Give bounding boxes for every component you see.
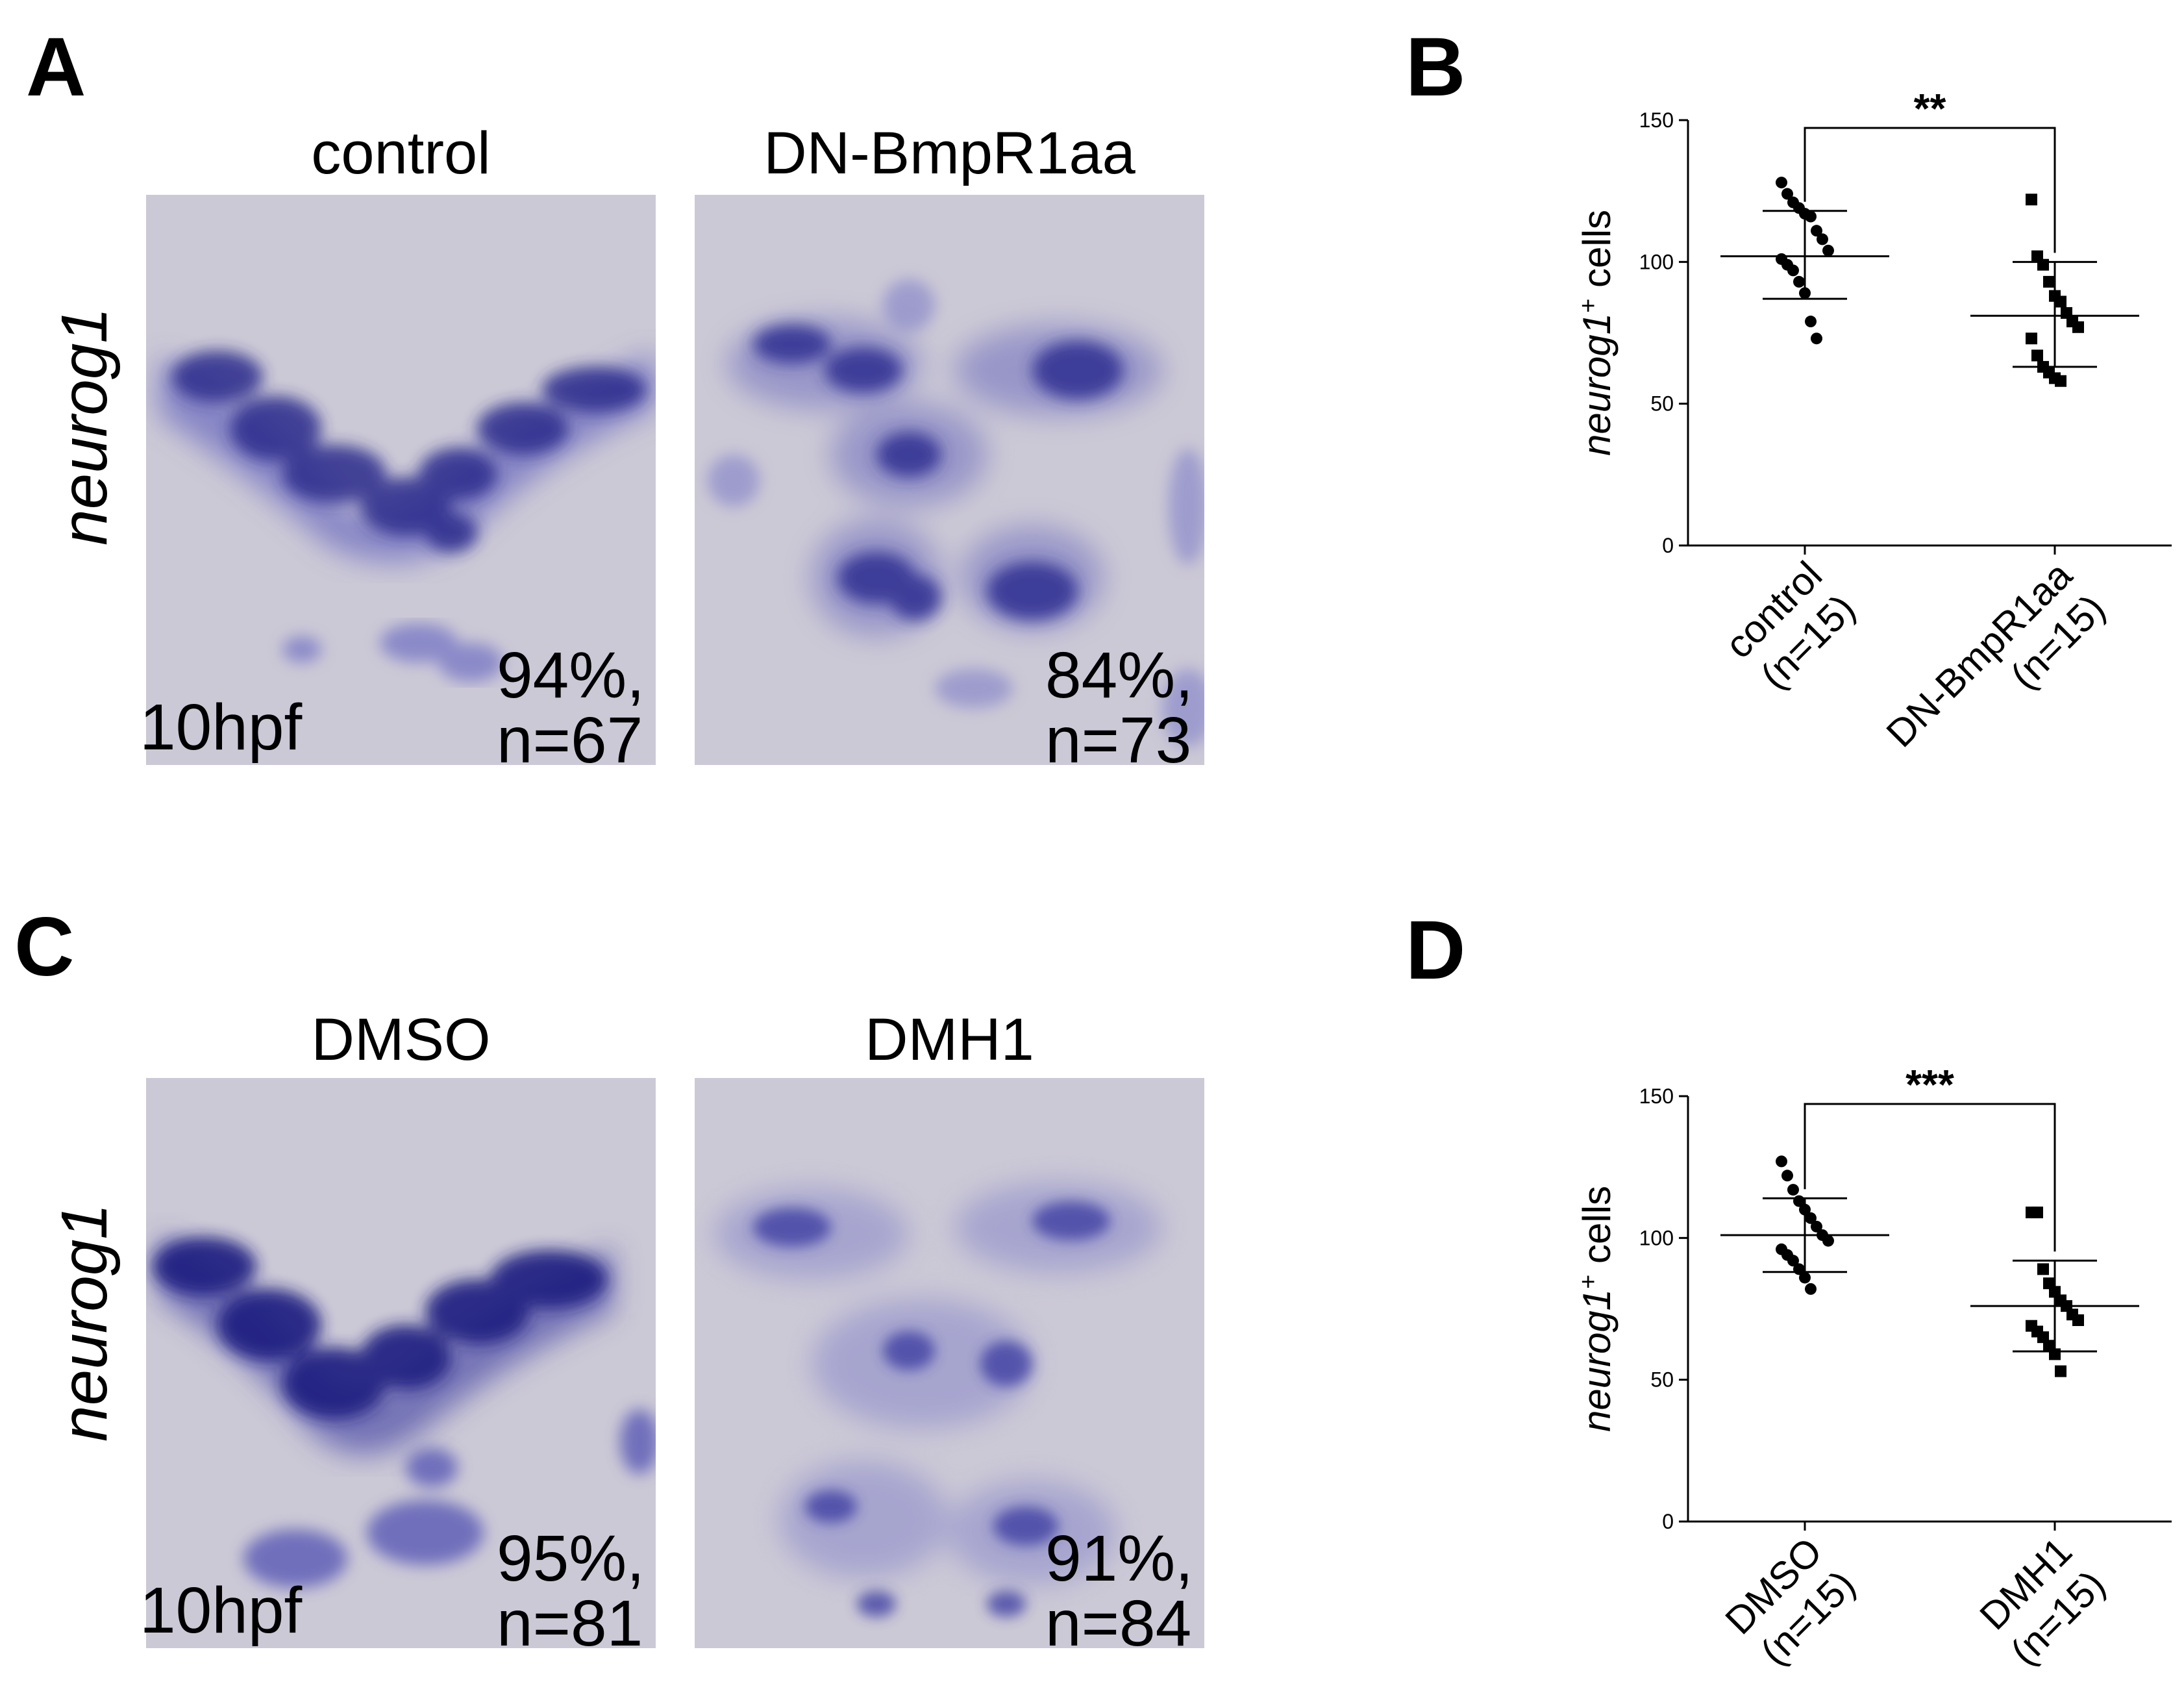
percent-dmh1: 91%, [1045, 1522, 1193, 1595]
condition-title-dmh1: DMH1 [865, 1007, 1034, 1073]
data-point [1799, 1203, 1811, 1216]
data-point [1822, 244, 1834, 257]
data-point [1817, 233, 1828, 245]
data-point [1799, 1272, 1811, 1284]
panel-letter-b: B [1406, 21, 1466, 114]
y-tick-label: 50 [1650, 392, 1674, 416]
y-tick-label: 150 [1639, 108, 1674, 132]
data-point [1787, 264, 1799, 277]
percent-control: 94%, [497, 639, 645, 712]
data-point [2049, 1348, 2061, 1360]
y-tick-label: 50 [1650, 1368, 1674, 1392]
chart-d: 0 50 100 150 neurog1+ cells DMSO (n=15) DMH1 (n=… [1493, 1059, 2184, 1704]
data-point [1822, 1234, 1834, 1247]
n-dn-bmpr1aa: n=73 [1045, 704, 1192, 777]
data-point [1805, 210, 1817, 223]
significance-bracket [1804, 1103, 2056, 1252]
data-point [1805, 1283, 1817, 1295]
data-point [1793, 1263, 1805, 1275]
n-dmh1: n=84 [1045, 1587, 1192, 1660]
percent-dmso: 95%, [497, 1522, 645, 1595]
stage-label-a: 10hpf [140, 691, 303, 764]
gene-label-a: neurog1 [48, 307, 121, 545]
condition-title-dn-bmpr1aa: DN-BmpR1aa [763, 120, 1135, 186]
n-control: n=67 [497, 704, 643, 777]
data-point [2026, 194, 2037, 206]
chart-d-svg: 0 50 100 150 neurog1+ cells DMSO(n=15) DMH1(n=… [1575, 1061, 2172, 1673]
ish-image-dn-bmpr1aa [695, 195, 1204, 765]
data-point [1787, 1184, 1799, 1196]
condition-title-control: control [311, 120, 491, 186]
data-point [2031, 1207, 2043, 1219]
ish-image-dmso [146, 1078, 656, 1648]
y-tick-label: 100 [1639, 250, 1674, 273]
n-dmso: n=81 [497, 1587, 643, 1660]
y-tick-label: 0 [1662, 1510, 1674, 1533]
data-point [2043, 275, 2055, 288]
condition-title-dmso: DMSO [311, 1007, 491, 1073]
y-tick-label: 150 [1639, 1084, 1674, 1108]
data-point [2055, 1365, 2066, 1377]
data-point [1793, 1195, 1805, 1207]
data-point [2026, 332, 2037, 345]
data-point [1811, 1220, 1822, 1233]
y-axis-label: neurog1+ cells [1575, 210, 1619, 456]
data-point [1805, 316, 1817, 328]
x-category-label-group: control(n=15) [1717, 553, 1863, 697]
data-point [2055, 375, 2066, 387]
chart-b: 0 50 100 150 neurog1+ cells control (n=15) DN-B… [1493, 78, 2184, 860]
significance-label: *** [1905, 1061, 1954, 1108]
data-point [1799, 287, 1811, 299]
data-point [2055, 295, 2066, 308]
data-point [1781, 188, 1793, 200]
data-point [1805, 1212, 1817, 1224]
y-tick-label: 100 [1639, 1226, 1674, 1249]
gene-label-c: neurog1 [48, 1203, 121, 1442]
y-axis-label: neurog1+ cells [1575, 1186, 1619, 1432]
stage-label-c: 10hpf [140, 1574, 303, 1647]
data-point [2072, 1314, 2084, 1326]
panel-letter-d: D [1406, 904, 1466, 997]
data-point [1787, 1255, 1799, 1267]
chart-b-svg: 0 50 100 150 neurog1+ cells control(n=15) DN-B… [1575, 85, 2172, 755]
data-point [1811, 225, 1822, 237]
ish-image-control [146, 195, 656, 765]
data-point [1793, 275, 1805, 288]
data-point [1811, 332, 1822, 345]
data-point [1781, 1170, 1793, 1182]
x-category-label-group: DMSO(n=15) [1717, 1529, 1864, 1673]
panel-letter-a: A [26, 21, 86, 114]
y-tick-label: 0 [1662, 534, 1674, 557]
significance-label: ** [1914, 85, 1946, 132]
data-point [2072, 321, 2084, 333]
ish-image-dmh1 [695, 1078, 1204, 1648]
significance-bracket [1804, 127, 2056, 253]
data-point [1776, 1155, 1787, 1168]
data-point [2031, 349, 2043, 362]
data-point [2037, 1263, 2049, 1275]
x-category-label-group: DN-BmpR1aa(n=15) [1878, 553, 2113, 755]
percent-dn-bmpr1aa: 84%, [1045, 639, 1193, 712]
data-point [1776, 177, 1787, 189]
panel-letter-c: C [14, 901, 75, 994]
x-category-label-group: DMH1(n=15) [1972, 1529, 2114, 1673]
data-point [2037, 258, 2049, 271]
